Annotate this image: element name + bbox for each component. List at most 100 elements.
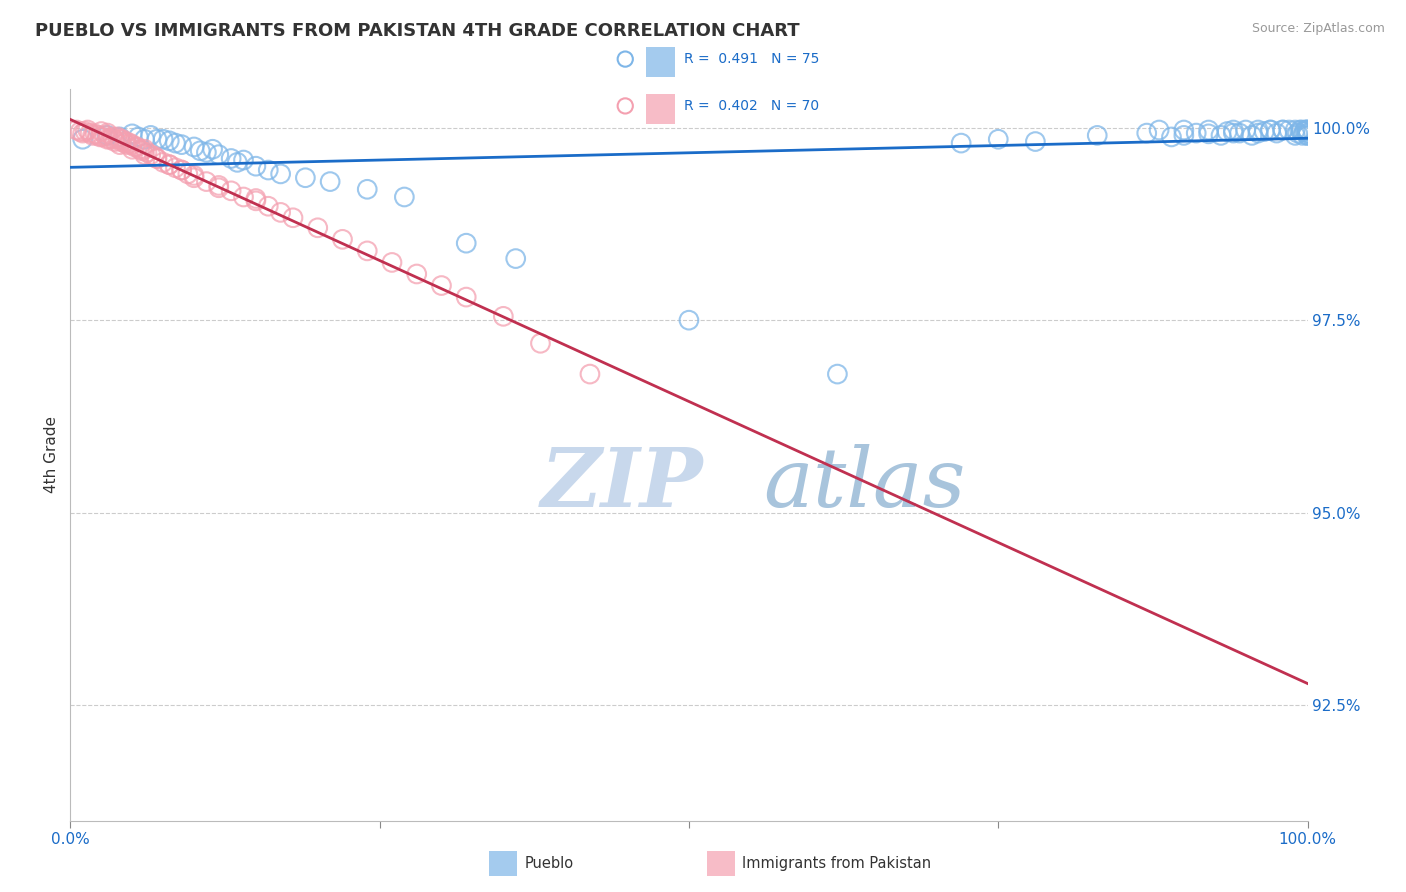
Point [381,255,404,269]
Point [307,220,329,235]
Point [72,126,94,140]
Point [208,178,231,193]
Point [1024,135,1046,149]
Point [170,137,193,152]
Point [183,170,205,185]
Point [96,126,118,140]
Point [1147,123,1170,137]
Point [127,130,149,145]
Point [1160,130,1182,145]
Point [104,135,127,149]
Point [1260,123,1282,137]
Point [1295,123,1317,137]
FancyBboxPatch shape [645,47,675,77]
Point [456,236,478,251]
Point [579,367,602,381]
Point [1247,123,1270,137]
Point [90,124,112,138]
Point [201,142,224,156]
Point [143,149,166,163]
Point [96,128,118,143]
Point [430,278,453,293]
Point [1286,126,1309,140]
Point [76,123,98,137]
Point [505,252,527,266]
Point [614,99,637,113]
Point [614,52,637,66]
Point [110,135,132,149]
Point [1253,124,1275,138]
Point [1284,128,1306,143]
Point [75,124,97,138]
Text: Pueblo: Pueblo [524,855,574,871]
Point [115,137,138,152]
Point [170,163,193,178]
Point [245,194,267,208]
Point [139,147,162,161]
Point [1284,123,1306,137]
Point [245,192,267,206]
Point [101,130,124,145]
Point [94,128,117,143]
Point [1136,126,1159,140]
Point [165,161,187,175]
Point [146,152,169,166]
Point [108,137,131,152]
Point [456,290,478,304]
Point [170,163,193,178]
Y-axis label: 4th Grade: 4th Grade [44,417,59,493]
Point [183,140,205,154]
Point [529,336,551,351]
Point [950,136,973,150]
Point [1265,126,1288,140]
Point [827,367,849,381]
Point [332,232,354,246]
Point [1198,127,1220,141]
Point [219,152,242,166]
Text: R =  0.491   N = 75: R = 0.491 N = 75 [685,52,820,66]
Point [98,132,121,146]
Point [1289,123,1312,137]
Point [1296,123,1319,137]
Point [208,147,231,161]
Point [1271,123,1294,137]
Point [492,310,515,324]
Text: Source: ZipAtlas.com: Source: ZipAtlas.com [1251,22,1385,36]
Point [987,132,1010,146]
Point [1209,128,1232,143]
Point [405,267,427,281]
Point [356,244,378,258]
Point [183,169,205,183]
Point [134,142,156,156]
Point [128,142,150,156]
Point [678,313,700,327]
Point [294,170,316,185]
Point [1292,124,1315,138]
Point [134,147,156,161]
Point [157,158,180,172]
Point [232,190,254,204]
Point [188,144,211,158]
Point [1291,123,1313,137]
Point [91,130,114,145]
Point [356,182,378,196]
Point [177,167,200,181]
Point [115,135,138,149]
Point [219,184,242,198]
Point [1234,123,1257,137]
Point [136,145,159,160]
Text: ZIP: ZIP [540,444,703,524]
Point [1260,123,1282,137]
Point [152,132,174,146]
Point [1296,128,1319,143]
Point [79,126,101,140]
Point [394,190,416,204]
Point [257,163,280,178]
Point [232,153,254,167]
Point [121,127,143,141]
Point [1296,126,1319,140]
Text: PUEBLO VS IMMIGRANTS FROM PAKISTAN 4TH GRADE CORRELATION CHART: PUEBLO VS IMMIGRANTS FROM PAKISTAN 4TH G… [35,22,800,40]
Point [121,142,143,156]
Point [118,136,141,150]
Point [1222,126,1244,140]
